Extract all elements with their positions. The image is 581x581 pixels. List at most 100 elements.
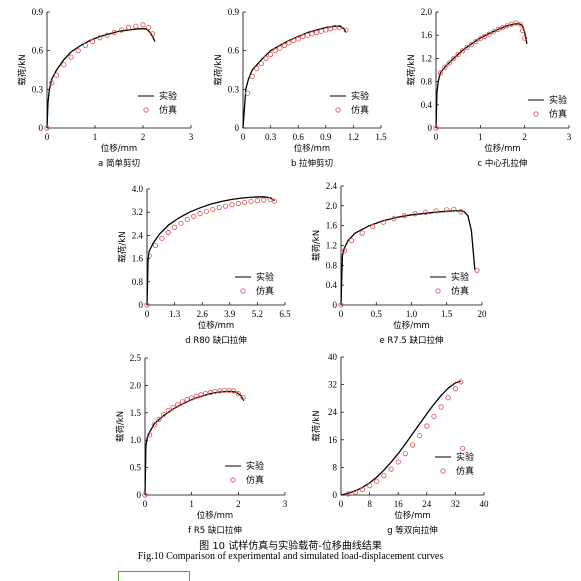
panel-caption: b 拉伸剪切 (291, 158, 333, 169)
experiment-curve (435, 22, 528, 129)
simulation-point (161, 411, 167, 418)
simulation-point (281, 42, 287, 49)
simulation-point (61, 62, 67, 68)
y-tick-label: 1.5 (130, 408, 142, 418)
y-tick-label: 8 (333, 462, 338, 472)
legend-simulation-label: 仿真 (246, 474, 264, 486)
simulation-point (191, 213, 197, 219)
simulation-point (495, 26, 501, 32)
legend-experiment-label: 实验 (256, 271, 274, 283)
y-axis-label: 载荷/kN (311, 230, 322, 261)
simulation-point (184, 216, 190, 223)
simulation-point (352, 489, 358, 495)
x-axis-label: 位移/mm (101, 143, 137, 154)
simulation-point (338, 302, 344, 308)
simulation-point (318, 28, 324, 34)
x-tick-label: 0 (143, 499, 148, 509)
y-tick-label: 0.8 (132, 277, 144, 287)
simulation-point (170, 404, 176, 410)
y-tick-label: 2.0 (421, 7, 433, 17)
legend-marker-swatch (230, 477, 236, 483)
simulation-point (300, 33, 306, 40)
simulation-point (156, 416, 162, 422)
simulation-point (359, 486, 366, 493)
legend-experiment-label: 实验 (549, 94, 567, 106)
simulation-point (445, 395, 451, 401)
simulation-point (491, 29, 497, 35)
simulation-point (210, 206, 216, 212)
simulation-point (437, 70, 444, 76)
y-tick-label: 0.8 (326, 260, 338, 270)
panel-caption: d R80 缺口拉伸 (185, 335, 247, 346)
simulation-point (504, 23, 510, 29)
panel-caption: f R5 缺口拉伸 (188, 525, 242, 536)
x-axis-label: 位移/mm (484, 143, 520, 154)
simulation-point (277, 45, 283, 51)
legend-marker-swatch (335, 107, 341, 113)
x-tick-label: 3 (567, 132, 572, 142)
simulation-point (336, 24, 343, 31)
simulation-point (235, 391, 241, 397)
x-tick-label: 1.0 (406, 309, 418, 319)
x-tick-label: 1.5 (375, 132, 387, 142)
simulation-point (231, 388, 237, 394)
simulation-point (459, 445, 466, 452)
simulation-point (207, 389, 213, 396)
y-tick-label: 2.4 (326, 181, 338, 191)
chart-panel-c: 0 1 2 3 0 0.4 0.8 1.2 1.6 2.0 位移/mm 载荷/kN c 中心孔拉伸 实验仿… (406, 7, 572, 169)
simulation-point (53, 72, 60, 78)
simulation-point (359, 230, 365, 236)
legend-marker-swatch (533, 111, 539, 117)
y-tick-label: 0 (333, 300, 338, 310)
simulation-point (388, 466, 394, 472)
x-axis-label: 位移/mm (197, 510, 233, 521)
legend-experiment-label: 实验 (351, 90, 369, 102)
simulation-point (261, 197, 267, 203)
chart-panel-d: 0 1.3 2.6 3.9 5.2 6.5 0 0.8 1.6 2.4 3.2 4.0 位移/mm 载荷/… (117, 184, 291, 346)
x-tick-label: 0 (339, 499, 344, 509)
y-axis-label: 载荷/kN (117, 231, 128, 262)
simulation-point (203, 208, 210, 214)
simulation-point (348, 237, 355, 244)
simulation-point (464, 44, 470, 50)
simulation-point (304, 32, 310, 38)
simulation-point (401, 213, 408, 219)
experiment-curve (340, 380, 462, 496)
x-tick-label: 0.6 (293, 132, 305, 142)
simulation-point (133, 23, 139, 29)
x-tick-label: 1 (478, 132, 483, 142)
simulation-point (519, 27, 526, 34)
legend-simulation-label: 仿真 (549, 108, 567, 120)
simulation-point (272, 48, 278, 54)
experiment-curve (144, 390, 245, 496)
simulation-point (468, 41, 475, 48)
x-axis-label: 位移/mm (393, 320, 429, 331)
legend-marker-swatch (143, 107, 149, 113)
simulation-point (313, 30, 320, 36)
panel-caption: a 简单剪切 (98, 158, 140, 169)
simulation-point (151, 422, 157, 428)
y-tick-label: 1.6 (132, 254, 144, 264)
simulation-point (513, 20, 519, 26)
legend-simulation-label: 仿真 (456, 465, 474, 477)
legend-experiment-label: 实验 (456, 451, 474, 463)
y-axis-label: 载荷/kN (311, 410, 322, 441)
y-tick-label: 0.4 (326, 280, 338, 290)
x-tick-label: 0 (434, 132, 439, 142)
simulation-point (68, 54, 74, 60)
x-tick-label: 0 (241, 132, 246, 142)
simulation-point (424, 423, 430, 429)
x-tick-label: 3.9 (224, 309, 236, 319)
x-tick-label: 0.5 (371, 309, 383, 319)
simulation-point (193, 393, 199, 399)
simulation-point (271, 198, 277, 204)
x-tick-label: 8 (367, 499, 372, 509)
simulation-point (431, 413, 437, 419)
y-tick-label: 24 (328, 407, 338, 417)
simulation-point (189, 395, 195, 401)
simulation-point (482, 33, 488, 39)
simulation-point (150, 31, 156, 37)
y-tick-label: 3.2 (132, 207, 143, 217)
legend-marker-swatch (240, 288, 246, 294)
